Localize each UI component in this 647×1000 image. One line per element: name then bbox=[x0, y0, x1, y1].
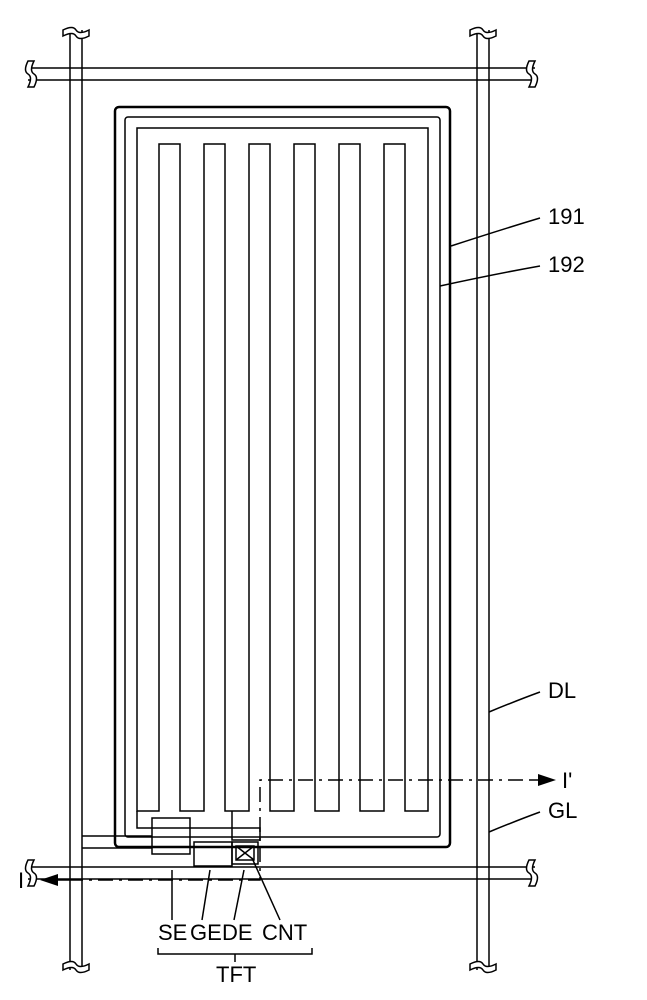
label-TFT: TFT bbox=[216, 962, 256, 987]
label-192: 192 bbox=[548, 252, 585, 277]
label-DE: DE bbox=[222, 920, 253, 945]
label-SE: SE bbox=[158, 920, 187, 945]
label-GL: GL bbox=[548, 798, 577, 823]
tft-labels: SE GE DE CNT TFT bbox=[158, 858, 312, 987]
label-191: 191 bbox=[548, 204, 585, 229]
electrode-191 bbox=[115, 107, 450, 847]
section-label-I: I bbox=[18, 868, 24, 893]
se-electrode bbox=[152, 818, 190, 854]
label-GE: GE bbox=[190, 920, 222, 945]
diagram-svg: I I' 191 192 DL GL SE GE DE CNT TFT bbox=[0, 0, 647, 1000]
data-lines bbox=[70, 30, 489, 970]
ge-electrode bbox=[194, 842, 232, 866]
electrode-192 bbox=[125, 117, 440, 840]
diagram-root: I I' 191 192 DL GL SE GE DE CNT TFT bbox=[0, 0, 647, 1000]
leaders: 191 192 DL GL bbox=[440, 204, 585, 832]
break-marks bbox=[26, 28, 538, 973]
gate-lines bbox=[28, 68, 535, 879]
section-label-I-prime: I' bbox=[562, 768, 572, 793]
label-DL: DL bbox=[548, 678, 576, 703]
label-CNT: CNT bbox=[262, 920, 307, 945]
